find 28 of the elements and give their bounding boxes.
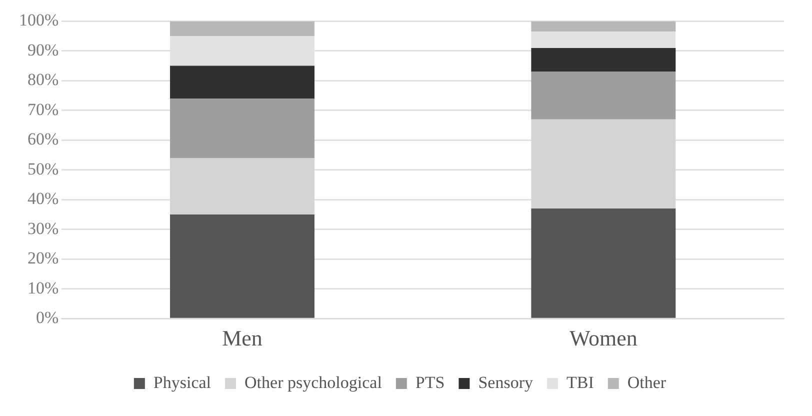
bar xyxy=(531,32,676,48)
legend-label: Other psychological xyxy=(244,372,382,392)
y-tick-label: 100% xyxy=(18,10,59,30)
legend-label: PTS xyxy=(415,372,445,392)
legend-label: Other xyxy=(627,372,666,392)
legend-label: Physical xyxy=(153,372,212,392)
y-tick-label: 50% xyxy=(27,159,59,178)
y-tick-label: 60% xyxy=(27,130,59,149)
bar xyxy=(170,21,314,36)
y-tick-label: 0% xyxy=(36,308,59,328)
legend-label: TBI xyxy=(566,372,594,392)
x-tick-label: Women xyxy=(569,326,638,351)
bar xyxy=(531,72,676,120)
y-tick-label: 30% xyxy=(27,218,59,238)
y-tick-label: 40% xyxy=(27,189,59,208)
y-tick-label: 10% xyxy=(27,278,59,298)
bar xyxy=(170,214,314,318)
y-tick-label: 70% xyxy=(27,100,59,119)
bar xyxy=(170,66,314,99)
x-tick-label: Men xyxy=(222,326,262,351)
y-tick-label: 80% xyxy=(27,70,59,90)
bar xyxy=(531,208,676,318)
y-tick-label: 20% xyxy=(27,248,59,268)
y-tick-label: 90% xyxy=(27,40,59,60)
bar xyxy=(170,98,314,158)
bar xyxy=(531,21,676,32)
bar xyxy=(531,48,676,72)
legend-label: Sensory xyxy=(478,372,534,392)
